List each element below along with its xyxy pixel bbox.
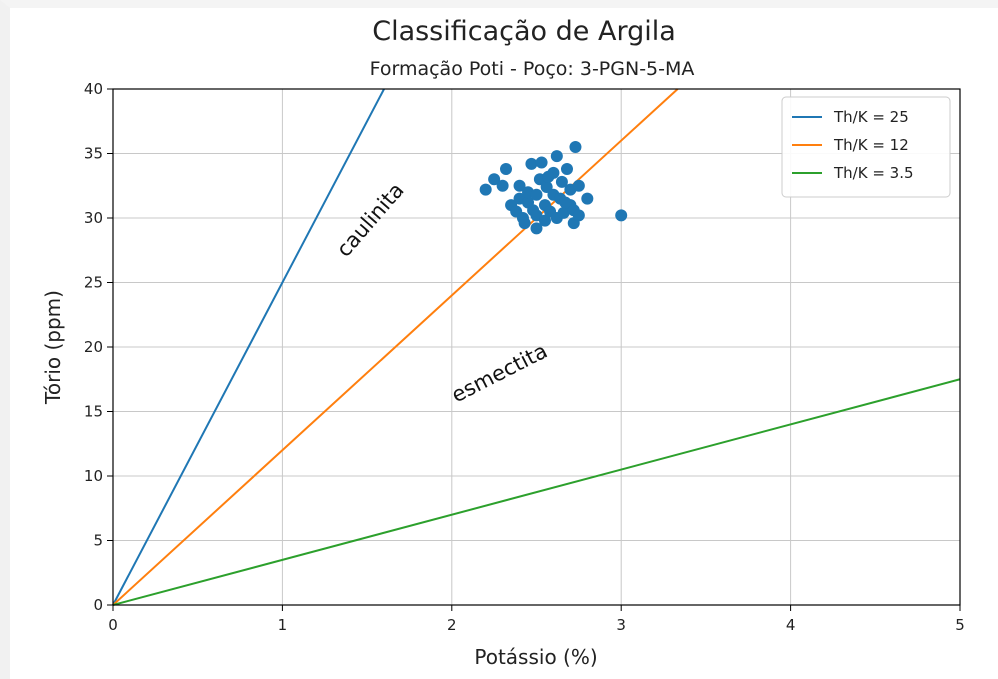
- scatter-point: [542, 170, 555, 183]
- y-tick-label: 30: [84, 209, 103, 227]
- scatter-point: [550, 150, 563, 163]
- scatter-point: [530, 222, 543, 235]
- x-tick-label: 4: [786, 616, 796, 634]
- legend-label: Th/K = 12: [833, 136, 909, 154]
- y-tick-label: 35: [84, 145, 103, 163]
- chart-subtitle: Formação Poti - Poço: 3-PGN-5-MA: [370, 58, 695, 80]
- x-tick-label: 3: [616, 616, 626, 634]
- scatter-point: [555, 175, 568, 188]
- scatter-point: [479, 183, 492, 196]
- y-tick-label: 15: [84, 403, 103, 421]
- chart-title: Classificação de Argila: [372, 16, 676, 47]
- x-axis-label: Potássio (%): [474, 645, 597, 669]
- scatter-point: [530, 188, 543, 201]
- y-tick-label: 40: [84, 80, 103, 98]
- scatter-point: [581, 192, 594, 205]
- scatter-point: [557, 206, 570, 219]
- x-tick-label: 1: [278, 616, 288, 634]
- legend: Th/K = 25 Th/K = 12 Th/K = 3.5: [781, 96, 951, 198]
- y-tick-label: 10: [84, 467, 103, 485]
- scatter-point: [540, 181, 553, 194]
- annotation-label: caulinita: [332, 178, 409, 261]
- y-tick-label: 0: [93, 596, 103, 614]
- legend-box: [781, 96, 951, 198]
- scatter-point: [572, 209, 585, 222]
- legend-label: Th/K = 3.5: [833, 164, 914, 182]
- scatter-point: [496, 179, 509, 192]
- annotation-label: esmectita: [448, 339, 552, 408]
- ticks-layer: 0 1 2 3 4 5 0 5 10 15 20 25 30 35 40: [84, 80, 965, 634]
- scatter-point: [500, 162, 513, 175]
- scatter-point: [615, 209, 628, 222]
- x-tick-label: 2: [447, 616, 457, 634]
- scatter-point: [513, 179, 526, 192]
- x-tick-label: 0: [108, 616, 118, 634]
- scatter-points-layer: [479, 141, 628, 235]
- ratio-line-0: [112, 88, 385, 606]
- scatter-point: [560, 162, 573, 175]
- ratio-lines-layer: [112, 88, 961, 606]
- ratio-line-2: [112, 378, 961, 606]
- y-tick-label: 25: [84, 274, 103, 292]
- scatter-point: [538, 214, 551, 227]
- ratio-line-1: [112, 88, 679, 606]
- plot-area-frame: [112, 88, 961, 606]
- y-axis-label: Tório (ppm): [41, 290, 65, 405]
- legend-label: Th/K = 25: [833, 108, 909, 126]
- scatter-point: [518, 217, 531, 230]
- grid-layer: [112, 88, 961, 606]
- scatter-point: [569, 141, 582, 154]
- scatter-point: [559, 196, 572, 209]
- x-tick-label: 5: [955, 616, 965, 634]
- y-tick-label: 5: [93, 532, 103, 550]
- y-tick-label: 20: [84, 338, 103, 356]
- scatter-point: [488, 173, 501, 186]
- scatter-point: [525, 157, 538, 170]
- scatter-point: [572, 179, 585, 192]
- scatter-point: [535, 156, 548, 169]
